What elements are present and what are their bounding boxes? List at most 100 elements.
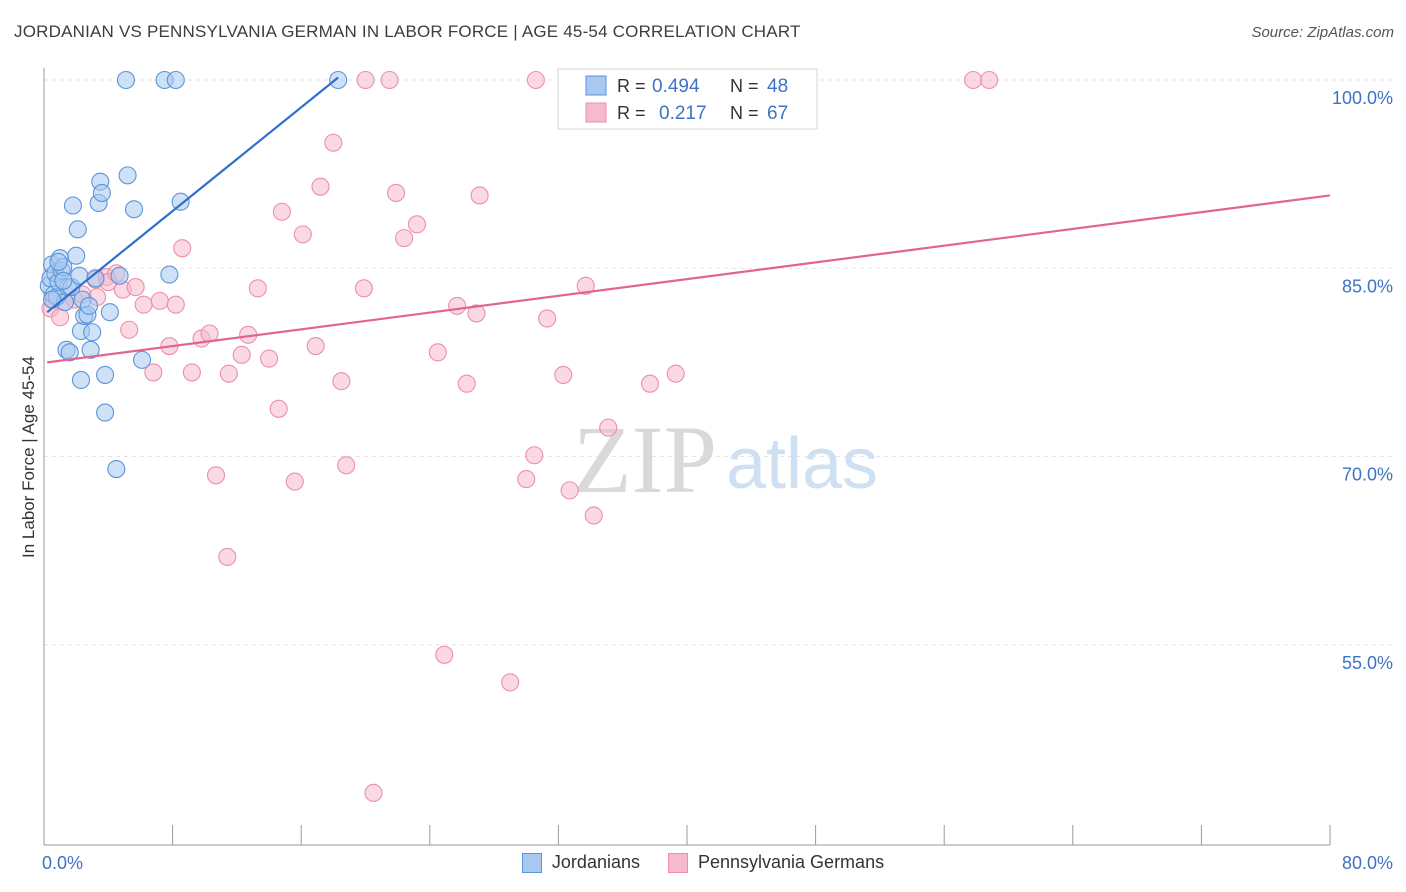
trend-layer xyxy=(46,76,1331,364)
pg-point xyxy=(457,374,476,393)
pg-point xyxy=(120,320,139,339)
legend-n-label-jordanians: N = xyxy=(730,76,759,96)
jordanian-point xyxy=(116,70,136,90)
chart-title: JORDANIAN VS PENNSYLVANIA GERMAN IN LABO… xyxy=(14,22,801,41)
jordanian-point xyxy=(124,200,144,219)
series-legend: Jordanians Pennsylvania Germans xyxy=(0,852,1406,873)
pg-point xyxy=(435,645,454,664)
pg-point xyxy=(560,481,579,500)
jordanian-point xyxy=(83,323,102,342)
points-layer xyxy=(39,70,999,802)
jordanian-point xyxy=(68,220,87,239)
pg-point xyxy=(467,304,486,323)
pg-point xyxy=(150,291,169,310)
legend-swatch-pg-bottom xyxy=(667,852,688,873)
legend-r-label-pg: R = xyxy=(617,103,646,123)
pg-point xyxy=(428,343,447,362)
jordanian-point xyxy=(54,271,73,290)
pg-point xyxy=(219,364,238,383)
pg-point xyxy=(272,202,291,221)
legend-r-label-jordanians: R = xyxy=(617,76,646,96)
pg-point xyxy=(218,547,237,566)
jordanians-trend-line xyxy=(46,76,339,314)
pg-point xyxy=(980,70,999,90)
pg-point xyxy=(538,309,557,328)
jordanian-point xyxy=(329,70,348,90)
jordanian-point xyxy=(42,290,62,309)
pg-point xyxy=(964,70,983,90)
y-tick-label: 85.0% xyxy=(1342,276,1393,296)
jordanian-point xyxy=(49,252,68,272)
legend-swatch-pg xyxy=(585,102,607,123)
watermark-zip: ZIP xyxy=(573,406,717,513)
jordanian-point xyxy=(96,403,115,422)
axis-layer: 55.0% 70.0% 85.0% 100.0% 0.0% 80.0% xyxy=(42,68,1393,873)
y-axis-label: In Labor Force | Age 45-54 xyxy=(19,356,38,558)
source-label: Source: ZipAtlas.com xyxy=(1251,24,1394,41)
pg-point xyxy=(269,399,288,418)
legend-swatch-jordanians xyxy=(585,75,607,96)
y-tick-label: 70.0% xyxy=(1342,465,1393,485)
jordanian-point xyxy=(86,269,105,288)
jordanian-point xyxy=(96,365,115,384)
jordanian-point xyxy=(79,296,99,315)
pg-point xyxy=(259,349,279,368)
pg-point xyxy=(576,276,595,295)
jordanian-point xyxy=(107,459,126,479)
jordanian-point xyxy=(166,70,185,90)
pg-point xyxy=(554,365,573,384)
pg-point xyxy=(311,177,330,196)
y-tick-label: 55.0% xyxy=(1342,653,1393,673)
pg-point xyxy=(324,133,343,152)
jordanian-point xyxy=(171,192,190,211)
pg-point xyxy=(380,70,399,90)
x-tick-label: 0.0% xyxy=(42,853,83,873)
pg-point xyxy=(354,279,373,298)
jordanian-point xyxy=(63,196,82,215)
pg-point xyxy=(337,456,356,475)
jordanian-point xyxy=(81,340,100,359)
pg-point xyxy=(144,363,163,382)
pg-point xyxy=(364,783,383,802)
pg-point xyxy=(386,183,406,202)
legend-label-jordanians: Jordanians xyxy=(551,852,640,872)
jordanian-point xyxy=(71,370,91,389)
pg-point xyxy=(640,374,660,393)
legend-n-label-pg: N = xyxy=(730,103,759,123)
pg-trend-line xyxy=(47,194,1331,364)
pg-point xyxy=(517,470,536,489)
pg-point xyxy=(395,229,414,248)
pg-point xyxy=(666,364,685,383)
pg-point xyxy=(206,466,226,485)
pg-point xyxy=(173,239,192,258)
pg-point xyxy=(134,295,153,314)
legend-swatch-jordanians-bottom xyxy=(521,852,542,873)
watermark-atlas: atlas xyxy=(726,424,878,504)
x-tick-label: 80.0% xyxy=(1342,853,1393,873)
y-tick-label: 100.0% xyxy=(1332,88,1393,108)
pg-point xyxy=(584,506,603,525)
jordanian-point xyxy=(133,350,152,369)
pg-point xyxy=(306,337,325,356)
pg-point xyxy=(232,345,251,364)
jordanian-point xyxy=(100,303,119,322)
jordanian-point xyxy=(67,246,86,265)
legend-item-pg: Pennsylvania Germans xyxy=(667,852,884,873)
legend-n-value-jordanians: 48 xyxy=(767,76,788,97)
pg-point xyxy=(448,296,467,315)
legend-item-jordanians: Jordanians xyxy=(521,852,640,873)
pg-point xyxy=(126,278,145,297)
pg-point xyxy=(356,70,375,90)
jordanian-point xyxy=(110,266,129,285)
pg-point xyxy=(248,279,267,298)
pg-point xyxy=(51,308,70,327)
jordanian-point xyxy=(92,183,111,202)
pg-point xyxy=(182,363,201,382)
pg-point xyxy=(599,418,618,437)
legend-r-value-pg: 0.217 xyxy=(659,103,707,124)
legend-r-value-jordanians: 0.494 xyxy=(652,76,700,97)
jordanian-point xyxy=(60,343,79,362)
jordanian-point xyxy=(160,265,179,284)
pg-point xyxy=(332,372,351,391)
